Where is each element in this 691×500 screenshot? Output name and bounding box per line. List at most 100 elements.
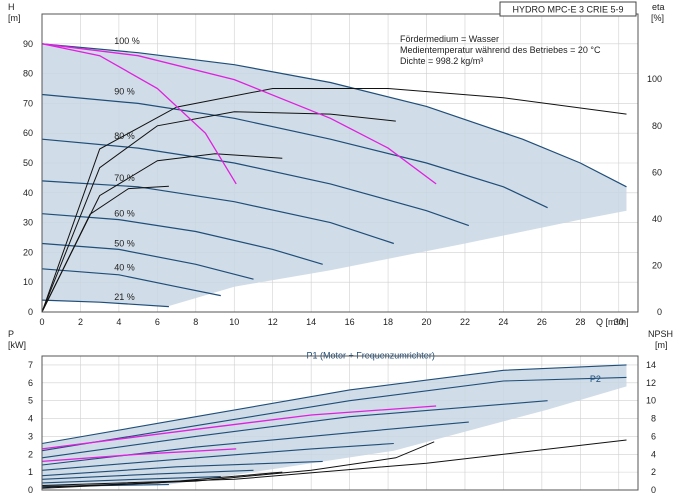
eta-tick-label: 40: [652, 214, 662, 224]
qh-curve-70-percent: [41, 180, 394, 245]
h-tick-label: 70: [23, 98, 33, 108]
p-tick-label: 1: [28, 467, 33, 477]
system-curve: [41, 43, 437, 185]
info-line-temperature: Medientemperatur während des Betriebes =…: [400, 45, 601, 55]
p-tick-label: 0: [28, 485, 33, 495]
p-tick-label: 4: [28, 414, 33, 424]
speed-label: 50 %: [114, 238, 135, 248]
npsh-tick-label: 12: [646, 378, 656, 388]
speed-label: 60 %: [114, 209, 135, 219]
system-curve: [41, 43, 237, 185]
power-plot-frame: [41, 355, 639, 491]
chart-title: HYDRO MPC-E 3 CRIE 5-9: [512, 5, 623, 15]
p-tick-label: 7: [28, 360, 33, 370]
qh-curve-50-percent: [41, 242, 254, 280]
power-curve: [41, 460, 323, 477]
system-power-curve: [41, 448, 237, 463]
power-curve: [41, 442, 394, 471]
npsh-tick-label: 4: [651, 449, 656, 459]
qh-curve-100-percent: [41, 43, 627, 188]
q-tick-label: 18: [383, 317, 393, 327]
head-plot-frame: [41, 13, 639, 313]
h-tick-label: 30: [23, 218, 33, 228]
h-tick-label: 60: [23, 128, 33, 138]
eta-axis-unit: [%]: [651, 13, 664, 23]
power-axis-unit: [kW]: [8, 340, 26, 350]
eta-tick-label: 20: [652, 260, 662, 270]
power-curve: [41, 364, 627, 445]
power-curve: [41, 469, 254, 480]
npsh-tick-label: 8: [651, 414, 656, 424]
speed-label: 100 %: [114, 36, 140, 46]
npsh-tick-label: 6: [651, 431, 656, 441]
power-curve: [41, 476, 221, 484]
speed-label: 90 %: [114, 86, 135, 96]
qh-curve-60-percent: [41, 213, 323, 265]
q-tick-label: 16: [345, 317, 355, 327]
q-tick-label: 10: [229, 317, 239, 327]
p-tick-label: 6: [28, 378, 33, 388]
eta-tick-label: 80: [652, 121, 662, 131]
h-tick-label: 20: [23, 247, 33, 257]
power-curve: [41, 376, 627, 452]
efficiency-curve: [41, 88, 627, 313]
speed-label: 80 %: [114, 131, 135, 141]
speed-label: 70 %: [114, 173, 135, 183]
h-tick-label: 0: [28, 307, 33, 317]
q-tick-label: 12: [268, 317, 278, 327]
q-tick-label: 24: [498, 317, 508, 327]
flow-axis-label: Q [m³/h]: [596, 317, 629, 327]
efficiency-curve: [41, 111, 396, 313]
h-tick-label: 90: [23, 39, 33, 49]
p-tick-label: 3: [28, 431, 33, 441]
q-tick-label: 4: [116, 317, 121, 327]
npsh-curve: [41, 439, 627, 486]
eta-tick-label: 100: [647, 74, 662, 84]
qh-curve-21-percent: [41, 299, 169, 308]
npsh-tick-label: 0: [651, 485, 656, 495]
qh-curve-40-percent: [41, 268, 221, 297]
system-power-curve: [41, 405, 437, 450]
h-tick-label: 40: [23, 188, 33, 198]
h-tick-label: 10: [23, 277, 33, 287]
npsh-axis-label: NPSH: [648, 329, 673, 339]
eta-tick-label: 0: [657, 307, 662, 317]
h-tick-label: 50: [23, 158, 33, 168]
q-tick-label: 2: [78, 317, 83, 327]
power-legend-label: P2: [590, 374, 601, 384]
info-line-density: Dichte = 998.2 kg/m³: [400, 56, 483, 66]
title-box: [499, 1, 637, 17]
q-tick-label: 26: [537, 317, 547, 327]
npsh-tick-label: 2: [651, 467, 656, 477]
q-tick-label: 0: [39, 317, 44, 327]
q-tick-label: 30: [614, 317, 624, 327]
qh-curve-90-percent: [41, 93, 548, 209]
q-tick-label: 28: [575, 317, 585, 327]
head-axis-unit: [m]: [8, 13, 21, 23]
npsh-tick-label: 10: [646, 396, 656, 406]
power-axis-label: P: [8, 329, 14, 339]
q-tick-label: 8: [193, 317, 198, 327]
head-axis-label: H: [8, 2, 15, 12]
p-tick-label: 2: [28, 449, 33, 459]
power-panel: P1 (Motor + Frequenzumrichter)P2 0123456…: [8, 329, 673, 495]
q-tick-label: 6: [155, 317, 160, 327]
power-curve: [41, 400, 548, 459]
npsh-curve: [41, 471, 283, 489]
eta-axis-label: eta: [652, 2, 665, 12]
npsh-axis-unit: [m]: [655, 340, 668, 350]
h-tick-label: 80: [23, 69, 33, 79]
speed-label: 40 %: [114, 262, 135, 272]
npsh-tick-label: 14: [646, 360, 656, 370]
info-line-medium: Fördermedium = Wasser: [400, 34, 499, 44]
speed-label: 21 %: [114, 292, 135, 302]
p-tick-label: 5: [28, 396, 33, 406]
operating-range-area: [42, 43, 627, 307]
q-tick-label: 14: [306, 317, 316, 327]
efficiency-curve: [41, 185, 169, 313]
power-range-area: [42, 364, 627, 487]
q-tick-label: 20: [422, 317, 432, 327]
eta-tick-label: 60: [652, 167, 662, 177]
